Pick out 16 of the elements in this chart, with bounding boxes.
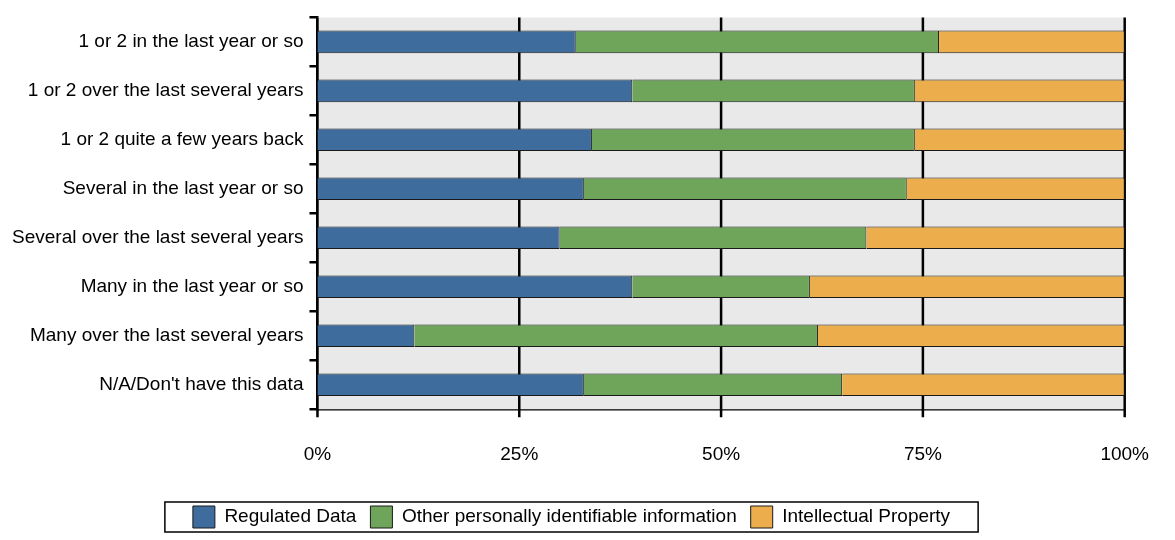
legend-label: Intellectual Property — [782, 505, 951, 527]
y-tick-label: Several in the last year or so — [62, 177, 304, 199]
y-tick-label: N/A/Don't have this data — [99, 372, 304, 394]
x-tick-label: 75% — [903, 442, 943, 464]
y-tick-label: Many in the last year or so — [80, 275, 304, 296]
x-tick-label: 50% — [702, 442, 741, 464]
x-tick-label: 100% — [1100, 442, 1150, 464]
y-tick-label: 1 or 2 over the last several years — [27, 79, 304, 101]
y-tick-label: Many over the last several years — [29, 323, 304, 345]
legend-label: Other personally identifiable information — [401, 505, 737, 527]
y-tick-label: 1 or 2 in the last year or so — [78, 30, 304, 52]
x-tick-label: 0% — [303, 442, 332, 464]
x-tick-label: 25% — [500, 442, 539, 464]
y-tick-label: 1 or 2 quite a few years back — [60, 128, 304, 150]
legend-label: Regulated Data — [224, 505, 357, 527]
y-tick-label: Several over the last several years — [12, 226, 304, 248]
